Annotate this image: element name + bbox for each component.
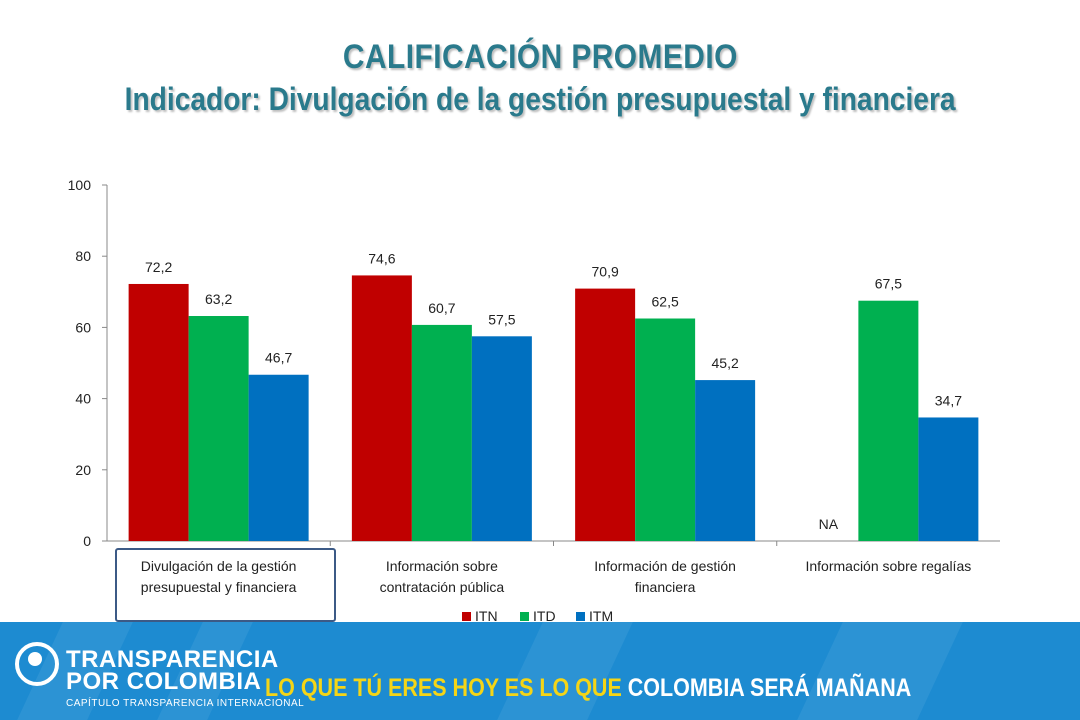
logo-line2: POR COLOMBIA (66, 668, 262, 695)
category-label: financiera (635, 579, 696, 595)
bar-value-label: 70,9 (592, 264, 619, 280)
bar-itd (188, 316, 249, 541)
slogan-part1: LO QUE TÚ ERES HOY ES LO QUE (265, 674, 622, 702)
title-block: CALIFICACIÓN PROMEDIO Indicador: Divulga… (0, 38, 1080, 118)
bar-itm (471, 336, 532, 541)
bar-value-label: NA (819, 516, 839, 532)
logo-icon (15, 642, 59, 686)
footer-stripe (797, 622, 963, 720)
bar-value-label: 60,7 (428, 300, 455, 316)
bar-value-label: 72,2 (145, 259, 172, 275)
category-label: Información sobre (386, 558, 498, 574)
bar-chart: 0 20 40 60 80 100 72,2 63,2 46,7 Divulgación de l… (68, 177, 1000, 624)
footer-banner: TRANSPARENCIA POR COLOMBIA CAPÍTULO TRAN… (0, 622, 1080, 720)
logo-line1: TRANSPARENCIA (66, 646, 279, 673)
bar-itd (858, 300, 919, 541)
slogan: LO QUE TÚ ERES HOY ES LO QUE COLOMBIA SE… (265, 674, 911, 703)
footer-stripe (497, 622, 633, 720)
y-tick-label: 60 (75, 319, 91, 335)
category-label: Información de gestión (594, 558, 736, 574)
y-tick-label: 0 (83, 533, 91, 549)
legend-swatch-itm (576, 612, 585, 621)
legend-swatch-itd (520, 612, 529, 621)
bar-value-label: 57,5 (488, 311, 515, 327)
logo-subtitle: CAPÍTULO TRANSPARENCIA INTERNACIONAL (66, 698, 305, 709)
y-tick-label: 100 (68, 177, 92, 193)
bar-value-label: 62,5 (652, 294, 679, 310)
bar-value-label: 63,2 (205, 291, 232, 307)
logo-dot-icon (28, 652, 42, 666)
legend-swatch-itn (462, 612, 471, 621)
category-label: contratación pública (380, 579, 505, 595)
y-tick-label: 20 (75, 462, 91, 478)
legend-label-itd: ITD (533, 608, 556, 624)
bar-itd (635, 318, 696, 541)
page-title: CALIFICACIÓN PROMEDIO (342, 38, 738, 76)
category-highlight-box (115, 548, 336, 622)
category-label: presupuestal y financiera (141, 579, 297, 595)
bar-value-label: 46,7 (265, 350, 292, 366)
bar-itm (248, 374, 309, 541)
bar-value-label: 67,5 (875, 276, 902, 292)
bar-itm (695, 380, 756, 541)
bar-itd (411, 324, 472, 541)
slogan-part2: COLOMBIA SERÁ MAÑANA (621, 674, 912, 702)
bar-itn (351, 275, 412, 541)
legend-label-itn: ITN (475, 608, 498, 624)
bar-value-label: 45,2 (712, 355, 739, 371)
legend-label-itm: ITM (589, 608, 613, 624)
y-tick-label: 40 (75, 391, 91, 407)
category-label: Información sobre regalías (805, 558, 971, 574)
category-label: Divulgación de la gestión (141, 558, 297, 574)
bar-itm (918, 417, 979, 541)
page-subtitle: Indicador: Divulgación de la gestión pre… (124, 81, 956, 117)
bar-itn (575, 288, 636, 541)
bar-value-label: 34,7 (935, 392, 962, 408)
y-tick-label: 80 (75, 248, 91, 264)
bar-itn (128, 283, 189, 541)
bar-value-label: 74,6 (368, 250, 395, 266)
